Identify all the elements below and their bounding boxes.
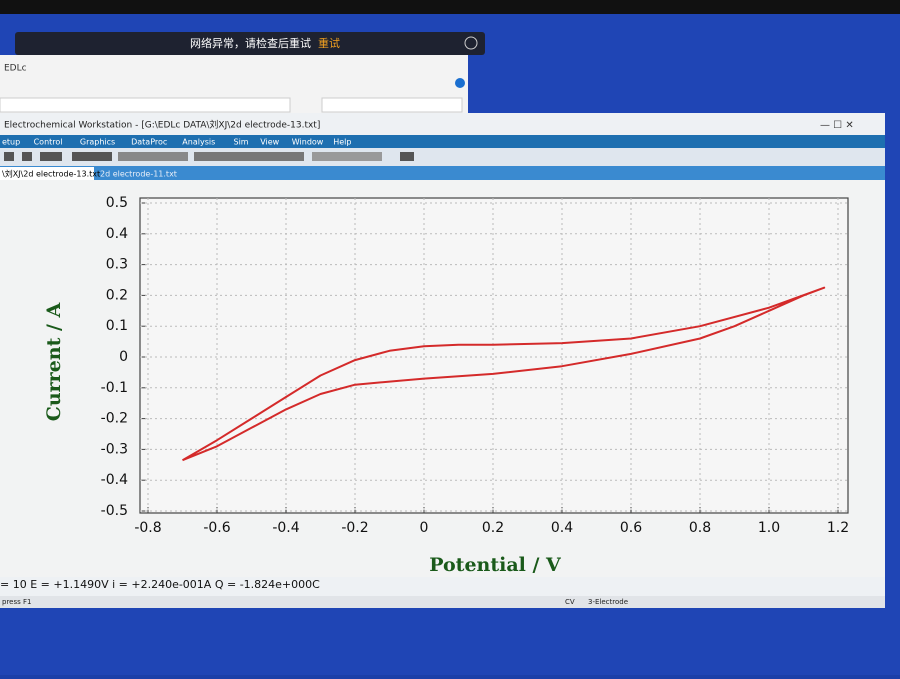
plot-frame (139, 197, 849, 514)
y-tick-label: -0.2 (101, 411, 128, 427)
address-bar[interactable] (0, 97, 291, 113)
readout: = 10 E = +1.1490V i = +2.240e-001A Q = -… (0, 578, 320, 591)
bezel (0, 0, 900, 14)
notification-close[interactable] (464, 36, 478, 50)
tab-label[interactable]: \刘XJ\2d electrode-13.txt (2, 169, 100, 179)
window-title: Electrochemical Workstation - [G:\EDLc D… (4, 119, 320, 131)
menu: etup Control Graphics DataProc Analysis Sim Vi… (2, 138, 351, 147)
x-axis-label: Potential / V (429, 554, 562, 576)
y-axis-label: Current / A (43, 302, 65, 421)
chart: -0.5 -0.4 -0.3 -0.2 -0.1 0 0.1 0.2 0.3 0.4 0.5 -0.8… (43, 195, 849, 576)
toolbar-icons (4, 152, 414, 161)
status-hint: press F1 (2, 598, 31, 606)
x-tick-label: 1.0 (758, 520, 780, 536)
menu-item[interactable]: Analysis (182, 138, 215, 147)
y-tick-label: 0.3 (106, 257, 128, 273)
menu-item[interactable]: Sim (234, 138, 249, 147)
cv-curve (181, 286, 826, 462)
x-tick-label: 0 (420, 520, 429, 536)
status-cell: 3-Electrode (588, 598, 628, 606)
tab-bar (0, 166, 885, 180)
y-tick-label: -0.5 (101, 503, 128, 519)
y-tick-label: 0.1 (106, 318, 128, 334)
menu-bar (0, 135, 885, 148)
x-tick-label: 0.4 (551, 520, 573, 536)
search-box[interactable] (321, 97, 463, 113)
menu-item[interactable]: DataProc (131, 138, 167, 147)
tab-label[interactable]: 2d electrode-11.txt (100, 170, 177, 179)
y-tick-label: 0.4 (106, 226, 128, 242)
x-tick-label: 0.8 (689, 520, 711, 536)
tab-active[interactable] (0, 167, 94, 180)
y-tick-label: 0.5 (106, 195, 128, 211)
x-tick-label: -0.6 (203, 520, 230, 536)
window-controls[interactable]: — ☐ ✕ (820, 120, 854, 131)
x-tick-label: -0.2 (341, 520, 368, 536)
menu-item[interactable]: etup (2, 138, 20, 147)
menu-item[interactable]: Graphics (80, 138, 115, 147)
y-tick-label: -0.4 (101, 472, 128, 488)
x-tick-label: 0.6 (620, 520, 642, 536)
help-icon[interactable] (455, 78, 465, 88)
x-tick-label: 1.2 (827, 520, 849, 536)
x-tick-label: 0.2 (482, 520, 504, 536)
y-tick-label: -0.3 (101, 441, 128, 457)
y-tick-label: -0.1 (101, 380, 128, 396)
notification-message: 网络异常，请检查后重试 (190, 36, 311, 50)
menu-item[interactable]: Window (292, 138, 324, 147)
menu-item[interactable]: Help (333, 138, 351, 147)
x-tick-label: -0.4 (272, 520, 299, 536)
notification-bar (15, 32, 485, 55)
status-technique: CV (565, 598, 575, 606)
x-tick-label: -0.8 (134, 520, 161, 536)
status-bar (0, 596, 885, 608)
y-tick-label: 0 (119, 349, 128, 365)
explorer-title: EDLc (4, 64, 27, 74)
notification-retry[interactable]: 重试 (318, 36, 340, 50)
menu-item[interactable]: Control (34, 138, 63, 147)
menu-item[interactable]: View (260, 138, 279, 147)
y-tick-label: 0.2 (106, 287, 128, 303)
